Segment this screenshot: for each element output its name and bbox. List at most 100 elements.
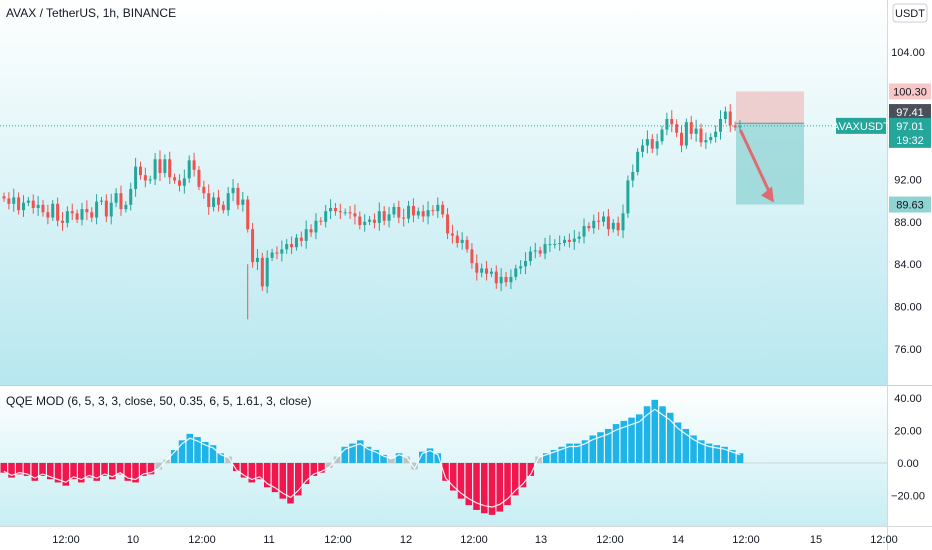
candle-body [265, 257, 269, 287]
qqe-bar [54, 463, 62, 483]
currency-label[interactable]: USDT [895, 8, 925, 20]
qqe-bar [395, 453, 403, 463]
candle-body [494, 271, 498, 284]
price-axis: 76.00 80.00 84.00 88.00 92.00 104.00 [891, 47, 925, 356]
qqe-bar [543, 453, 550, 463]
candle-body [455, 235, 459, 243]
candle-body [358, 216, 362, 225]
projection-arrow[interactable] [739, 129, 774, 203]
candle-body [31, 200, 35, 209]
candle-body [460, 239, 464, 243]
price-tick-label: 88.00 [894, 217, 922, 229]
candle-body [558, 243, 562, 245]
qqe-bar [411, 463, 418, 470]
candle-body [212, 197, 216, 207]
candle-body [616, 222, 620, 231]
candle-body [368, 219, 372, 222]
qqe-bar [690, 435, 697, 463]
candle-body [343, 212, 347, 214]
candle-body [109, 202, 113, 217]
candle-body [158, 159, 162, 174]
candle-body [12, 197, 16, 204]
qqe-bar [287, 463, 294, 504]
indicator-axis: 40.00 20.00 0.00 −20.00 [891, 393, 925, 502]
candle-body [694, 128, 698, 134]
currency-label-box [892, 3, 928, 23]
target-price-label: 89.63 [896, 200, 924, 212]
candle-body [402, 217, 406, 219]
candle-body [485, 268, 489, 274]
qqe-bar [426, 448, 434, 463]
indicator-tick-label: 20.00 [894, 426, 922, 438]
time-tick-label: 12:00 [188, 534, 216, 546]
candle-body [416, 211, 420, 216]
candle-body [572, 238, 576, 242]
qqe-bar [698, 440, 705, 463]
qqe-bar [527, 463, 535, 476]
candle-body [114, 193, 118, 203]
candle-body [538, 250, 542, 254]
candle-body [382, 211, 386, 221]
qqe-bar [419, 451, 426, 463]
qqe-bar [31, 463, 39, 481]
qqe-bar [240, 463, 248, 478]
candle-body [95, 201, 99, 218]
candle-body [514, 268, 518, 277]
qqe-bar [8, 463, 15, 478]
candle-body [465, 239, 469, 250]
candle-body [177, 180, 181, 186]
candle-body [363, 221, 367, 225]
candle-body [704, 140, 708, 143]
time-axis: 12:00 10 12:00 11 12:00 12 12:00 13 12:00 14 12:00… [52, 534, 898, 546]
candle-body [509, 276, 513, 283]
candle-body [304, 229, 308, 241]
candle-body [119, 193, 123, 210]
candle-body [733, 125, 737, 128]
qqe-bar [628, 417, 635, 463]
qqe-bar [535, 456, 542, 463]
candle-body [504, 276, 508, 283]
candle-body [60, 220, 65, 223]
candle-body [470, 249, 474, 264]
candle-body [85, 209, 89, 213]
qqe-bar [318, 463, 325, 473]
candle-body [241, 199, 245, 205]
candle-body [650, 139, 654, 149]
qqe-bar [674, 422, 682, 463]
qqe-bar [202, 441, 209, 463]
high-price-label: 97.41 [896, 107, 924, 119]
candle-body [80, 209, 84, 220]
candle-body [709, 137, 713, 141]
candle-body [270, 252, 274, 258]
qqe-bar [465, 463, 473, 506]
candle-body [75, 213, 79, 220]
qqe-bar [558, 446, 566, 463]
qqe-bar [659, 406, 666, 463]
candle-body [377, 211, 381, 223]
candle-body [324, 211, 328, 222]
indicator-tick-label: 40.00 [894, 393, 922, 405]
candle-body [353, 213, 357, 217]
candle-body [51, 203, 55, 218]
candle-body [577, 236, 581, 239]
candle-body [626, 180, 630, 214]
candle-body [450, 233, 454, 236]
qqe-bar [279, 463, 287, 499]
candle-body [348, 212, 352, 214]
candle-body [528, 251, 532, 262]
candle-body [138, 166, 142, 176]
candle-body [436, 204, 440, 212]
candle-body [597, 220, 601, 222]
time-tick-label: 12:00 [870, 534, 898, 546]
candle-body [631, 171, 635, 181]
candle-body [641, 145, 645, 152]
candle-body [255, 257, 259, 263]
candle-body [124, 204, 128, 210]
time-scale-background [0, 527, 932, 550]
candle-body [134, 166, 138, 189]
candle-body [21, 202, 26, 211]
candle-body [148, 179, 152, 181]
candle-body [533, 250, 537, 252]
last-price-label: 97.01 [896, 121, 924, 133]
indicator-tick-label: −20.00 [891, 490, 925, 502]
